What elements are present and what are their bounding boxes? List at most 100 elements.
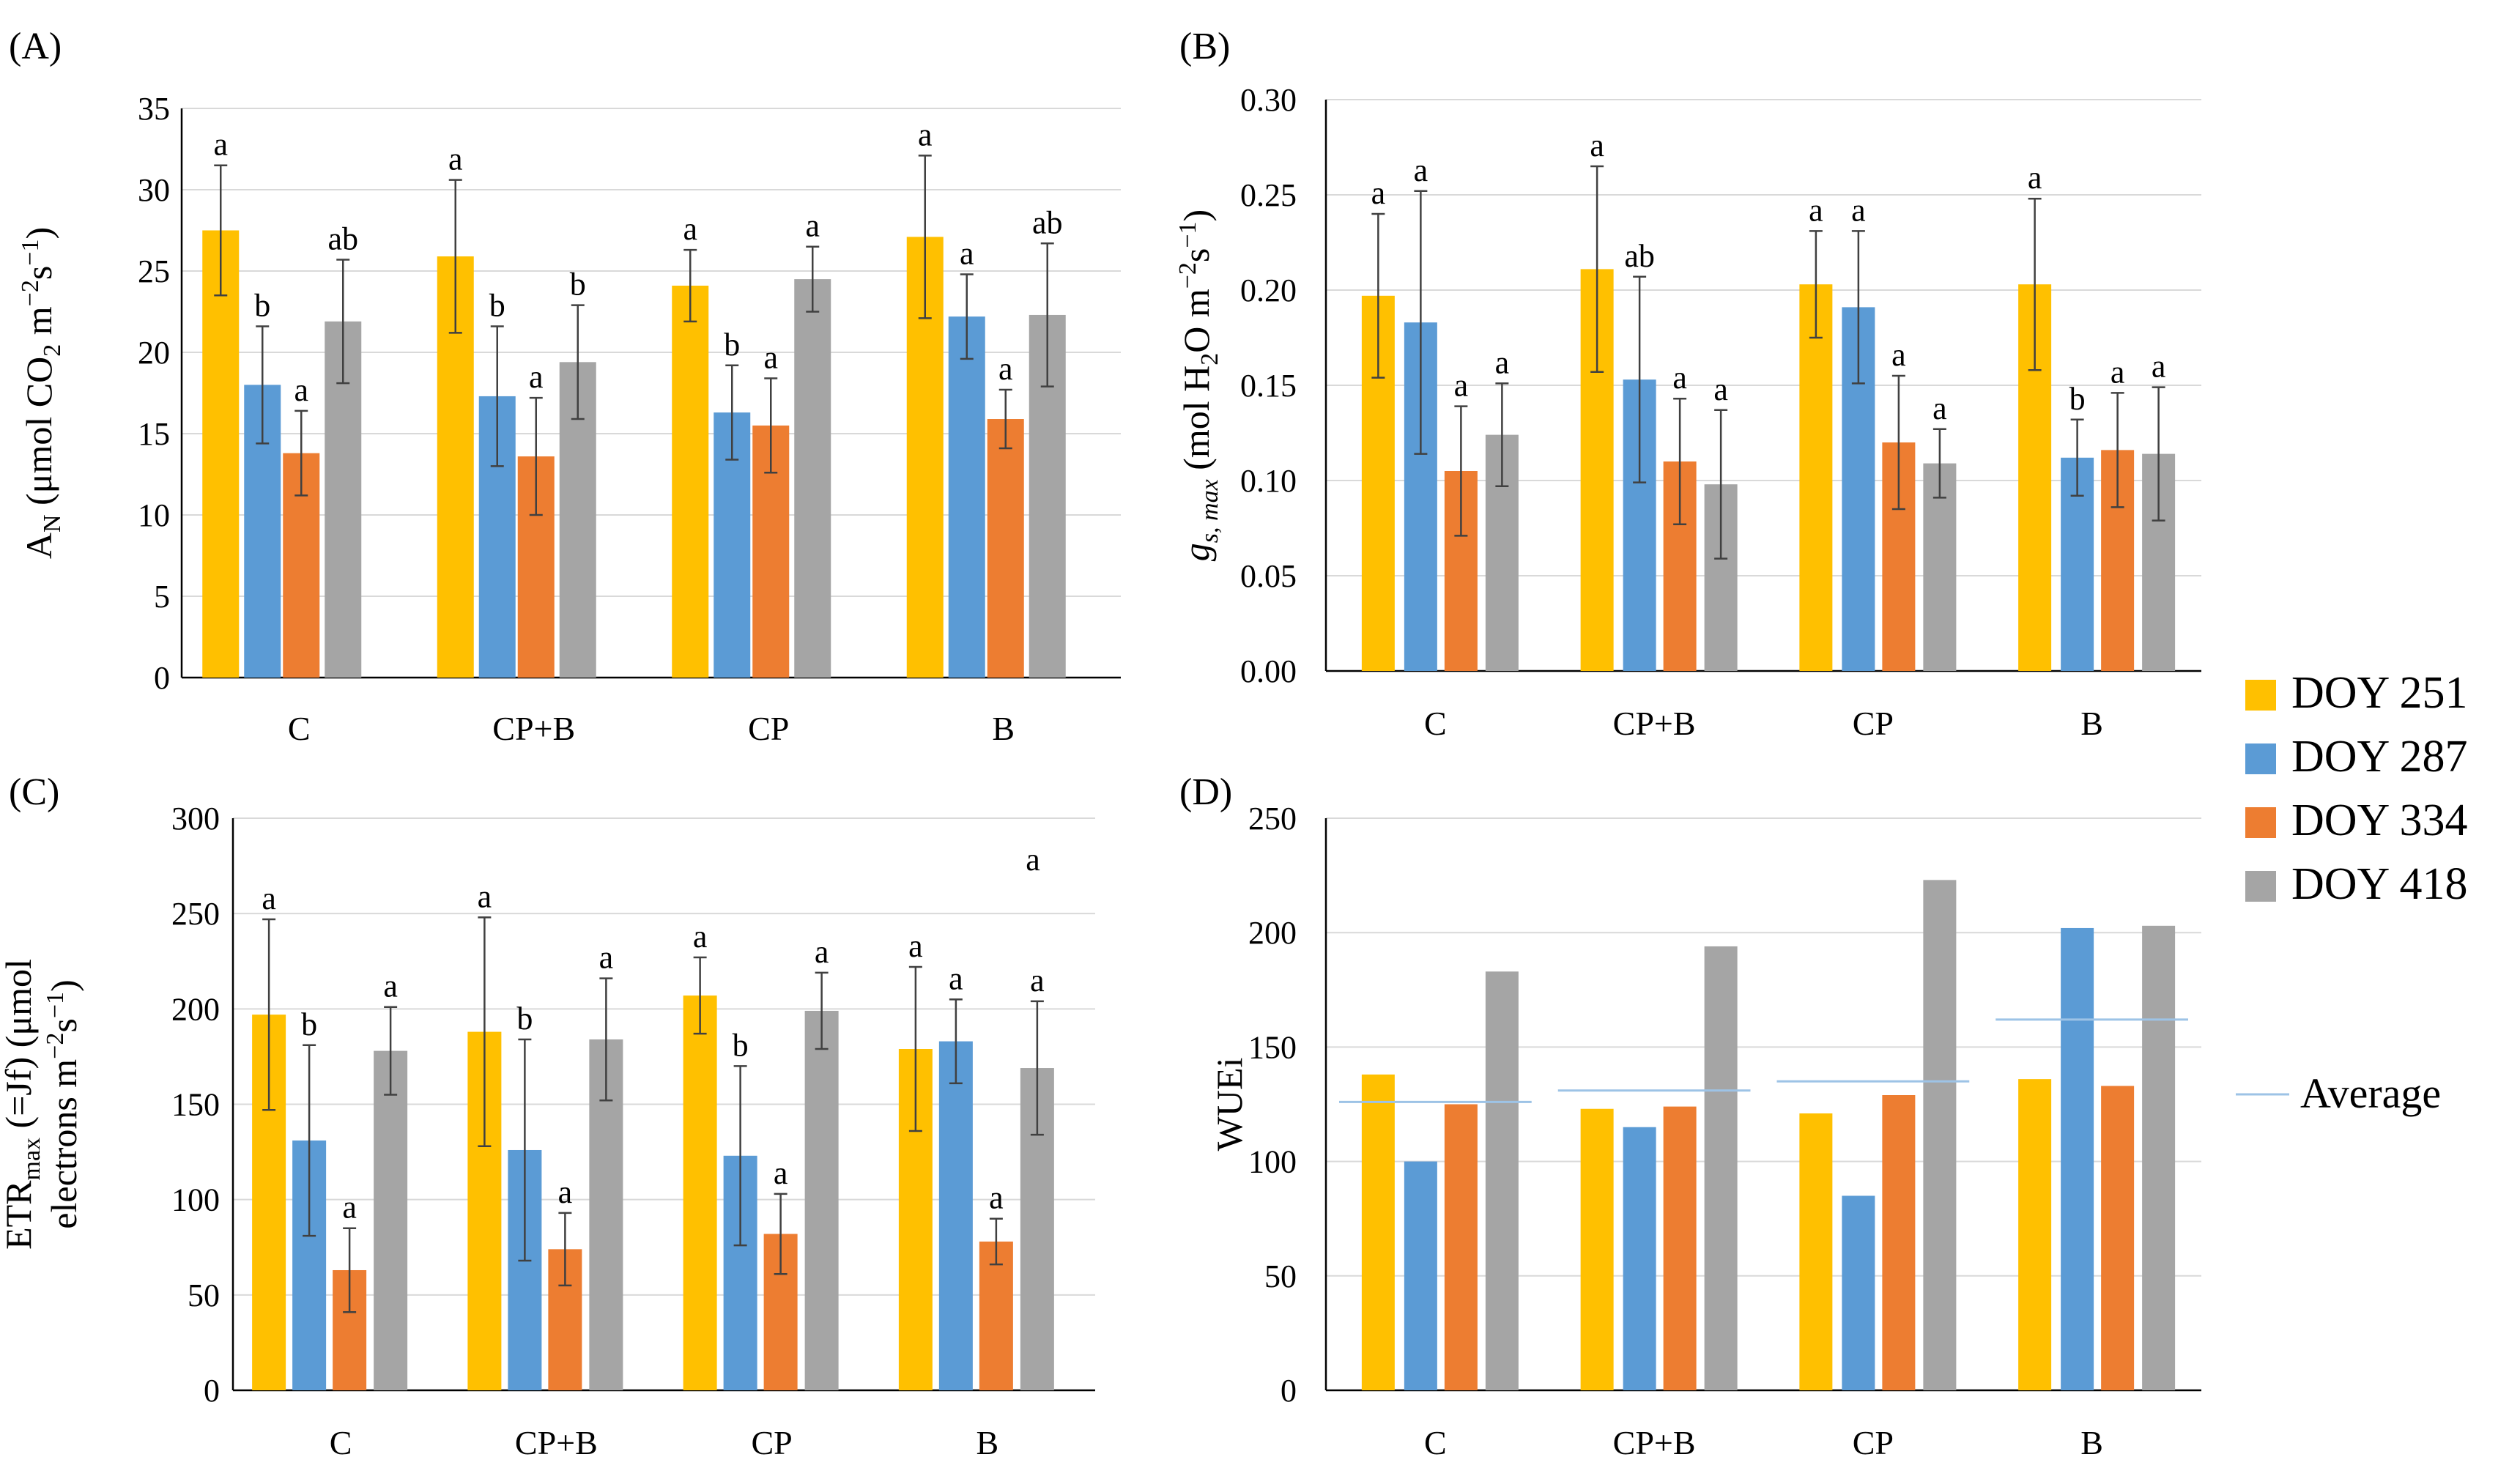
legend-label: DOY 334 bbox=[2291, 796, 2468, 845]
significance-letter: a bbox=[342, 1190, 357, 1225]
y-tick-label: 50 bbox=[1264, 1258, 1297, 1294]
bar-doy334-b bbox=[2101, 1086, 2135, 1390]
y-tick-label: 300 bbox=[171, 801, 220, 837]
y-tick-label: 200 bbox=[171, 991, 220, 1027]
y-tick-label: 0.30 bbox=[1240, 82, 1297, 118]
significance-letter: b bbox=[254, 287, 270, 323]
x-tick-label: B bbox=[992, 710, 1015, 747]
significance-letter: b bbox=[2069, 381, 2086, 417]
significance-letter: a bbox=[478, 878, 492, 914]
significance-letter: a bbox=[1713, 371, 1728, 407]
significance-letter: a bbox=[2110, 354, 2125, 390]
significance-letter: a bbox=[558, 1174, 573, 1210]
bar-doy251-b bbox=[2018, 1079, 2052, 1390]
legend-swatch bbox=[2245, 680, 2276, 711]
bar-doy251-cp bbox=[672, 285, 709, 678]
significance-letter: a bbox=[960, 235, 974, 271]
y-tick-label: 20 bbox=[138, 335, 170, 371]
bar-doy418-cp bbox=[794, 279, 831, 678]
bar-doy287-c bbox=[1404, 1161, 1437, 1390]
panel-2-ylabel: ETRmax (=Jf) (μmolelectrons m−2s−1) bbox=[0, 959, 84, 1250]
significance-letter: a bbox=[1454, 368, 1469, 404]
bar-doy251-cp bbox=[1799, 1113, 1833, 1390]
significance-letter: a bbox=[294, 372, 308, 408]
bar-doy287-cp bbox=[1842, 1195, 1875, 1390]
significance-letter: a bbox=[989, 1180, 1004, 1216]
significance-letter: a bbox=[529, 359, 544, 395]
x-tick-label: CP bbox=[751, 1424, 792, 1461]
significance-letter: a bbox=[1932, 390, 1947, 426]
y-tick-label: 10 bbox=[138, 497, 170, 533]
significance-letter-extra: a bbox=[1026, 842, 1040, 878]
y-tick-label: 0 bbox=[154, 660, 170, 696]
legend-swatch bbox=[2245, 743, 2276, 774]
bar-doy251-cp bbox=[683, 995, 717, 1390]
significance-letter: b bbox=[489, 287, 505, 323]
y-tick-label: 0.15 bbox=[1240, 368, 1297, 404]
significance-letter: a bbox=[1495, 344, 1510, 380]
bar-doy334-cp bbox=[1882, 1095, 1916, 1390]
significance-letter: a bbox=[1672, 360, 1687, 396]
legend: DOY 251 DOY 287 DOY 334 DOY 418 Average bbox=[2236, 668, 2468, 1117]
significance-letter: ab bbox=[1624, 238, 1655, 274]
bar-doy418-b bbox=[2142, 925, 2176, 1390]
significance-letter: a bbox=[1891, 337, 1906, 373]
x-tick-label: CP bbox=[748, 710, 789, 747]
x-tick-label: CP bbox=[1853, 705, 1894, 742]
panel-0-ylabel: AN (μmol CO2 m−2s−1) bbox=[17, 227, 66, 559]
y-tick-label: 100 bbox=[1248, 1144, 1297, 1180]
significance-letter: a bbox=[262, 880, 276, 916]
y-tick-label: 200 bbox=[1248, 915, 1297, 951]
significance-letter: a bbox=[763, 340, 778, 376]
significance-letter: a bbox=[683, 211, 697, 247]
x-tick-label: CP+B bbox=[492, 710, 575, 747]
panel-2-label: (C) bbox=[9, 771, 59, 813]
x-tick-label: C bbox=[1424, 1424, 1447, 1461]
significance-letter: a bbox=[693, 919, 708, 954]
significance-letter: b bbox=[301, 1006, 317, 1042]
x-tick-label: B bbox=[2080, 1424, 2103, 1461]
x-tick-label: C bbox=[288, 710, 311, 747]
significance-letter: b bbox=[733, 1027, 749, 1063]
legend-swatch bbox=[2245, 871, 2276, 902]
significance-letter: a bbox=[1030, 963, 1045, 998]
bar-doy418-cp bbox=[1923, 880, 1957, 1390]
significance-letter: b bbox=[570, 267, 586, 303]
significance-letter: a bbox=[1851, 192, 1866, 228]
legend-label: DOY 287 bbox=[2291, 732, 2468, 782]
significance-letter: a bbox=[1809, 192, 1823, 228]
bar-doy287-b bbox=[938, 1041, 973, 1390]
y-tick-label: 250 bbox=[1248, 801, 1297, 837]
legend-label: DOY 418 bbox=[2291, 859, 2468, 909]
bar-doy251-cp+b bbox=[1580, 1108, 1614, 1390]
y-tick-label: 35 bbox=[138, 91, 170, 127]
bar-doy334-b bbox=[987, 419, 1024, 678]
bar-doy334-cp+b bbox=[1663, 1106, 1697, 1390]
panel-d-chart: (D) 0 50 100 150 200 250 C CP+B CP B WUEi bbox=[1179, 771, 2201, 1461]
significance-letter: b bbox=[516, 1001, 533, 1036]
y-tick-label: 5 bbox=[154, 579, 170, 615]
y-tick-label: 250 bbox=[171, 896, 220, 932]
x-tick-label: C bbox=[330, 1424, 352, 1461]
x-tick-label: CP+B bbox=[1613, 1424, 1696, 1461]
significance-letter: a bbox=[908, 928, 923, 964]
significance-letter: b bbox=[724, 327, 740, 363]
panel-1-label: (B) bbox=[1179, 26, 1230, 67]
y-tick-label: 0 bbox=[204, 1373, 220, 1409]
y-tick-label: 150 bbox=[1248, 1029, 1297, 1065]
x-tick-label: B bbox=[2080, 705, 2103, 742]
x-tick-label: CP bbox=[1853, 1424, 1894, 1461]
significance-letter: a bbox=[448, 141, 463, 177]
y-tick-label: 0.05 bbox=[1240, 558, 1297, 594]
bar-doy334-b bbox=[979, 1241, 1013, 1390]
bar-doy418-cp+b bbox=[1704, 946, 1738, 1390]
bar-doy251-c bbox=[202, 230, 240, 678]
bar-doy418-cp bbox=[804, 1010, 839, 1390]
x-tick-label: B bbox=[976, 1424, 999, 1461]
x-tick-label: CP+B bbox=[1613, 705, 1696, 742]
significance-letter: a bbox=[805, 208, 820, 244]
significance-letter: a bbox=[2028, 160, 2042, 196]
bar-doy287-b bbox=[2061, 927, 2094, 1390]
